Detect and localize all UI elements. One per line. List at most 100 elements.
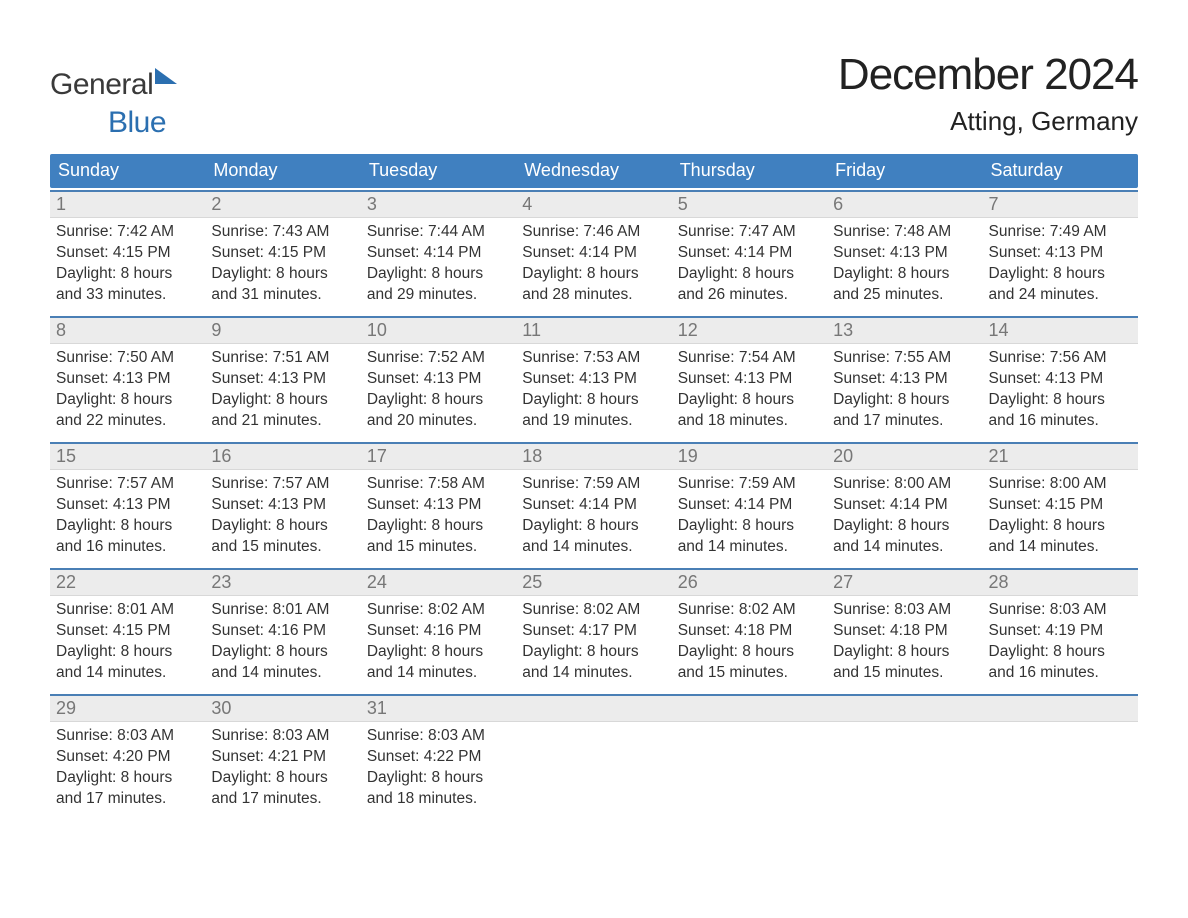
- day-details: Sunrise: 8:03 AMSunset: 4:22 PMDaylight:…: [361, 722, 516, 814]
- day-sunset: Sunset: 4:13 PM: [56, 369, 199, 390]
- day-number: 7: [983, 192, 1138, 218]
- day-number: 27: [827, 570, 982, 596]
- day-details: Sunrise: 7:52 AMSunset: 4:13 PMDaylight:…: [361, 344, 516, 436]
- day-sunrise: Sunrise: 7:53 AM: [522, 348, 665, 369]
- day-sunrise: Sunrise: 8:02 AM: [678, 600, 821, 621]
- day-d1: Daylight: 8 hours: [56, 642, 199, 663]
- day-sunrise: Sunrise: 8:00 AM: [833, 474, 976, 495]
- day-details: Sunrise: 8:00 AMSunset: 4:15 PMDaylight:…: [983, 470, 1138, 562]
- day-sunrise: Sunrise: 8:02 AM: [367, 600, 510, 621]
- day-d1: Daylight: 8 hours: [56, 516, 199, 537]
- day-cell: 31Sunrise: 8:03 AMSunset: 4:22 PMDayligh…: [361, 696, 516, 814]
- day-sunset: Sunset: 4:14 PM: [522, 495, 665, 516]
- day-d1: Daylight: 8 hours: [367, 516, 510, 537]
- day-details: Sunrise: 7:43 AMSunset: 4:15 PMDaylight:…: [205, 218, 360, 310]
- day-number: 22: [50, 570, 205, 596]
- day-d2: and 29 minutes.: [367, 285, 510, 306]
- day-details: Sunrise: 8:03 AMSunset: 4:21 PMDaylight:…: [205, 722, 360, 814]
- day-number: 30: [205, 696, 360, 722]
- flag-icon: [155, 68, 177, 84]
- day-cell: 28Sunrise: 8:03 AMSunset: 4:19 PMDayligh…: [983, 570, 1138, 688]
- day-number: 18: [516, 444, 671, 470]
- day-cell: 24Sunrise: 8:02 AMSunset: 4:16 PMDayligh…: [361, 570, 516, 688]
- day-sunrise: Sunrise: 7:51 AM: [211, 348, 354, 369]
- day-d1: Daylight: 8 hours: [211, 264, 354, 285]
- day-sunrise: Sunrise: 7:52 AM: [367, 348, 510, 369]
- day-number: 2: [205, 192, 360, 218]
- weekday-header: Friday: [827, 154, 982, 188]
- day-cell: .: [827, 696, 982, 814]
- day-number: 4: [516, 192, 671, 218]
- day-cell: 3Sunrise: 7:44 AMSunset: 4:14 PMDaylight…: [361, 192, 516, 310]
- day-d1: Daylight: 8 hours: [833, 264, 976, 285]
- day-sunset: Sunset: 4:14 PM: [367, 243, 510, 264]
- brand-text: General Blue: [50, 68, 177, 140]
- day-sunrise: Sunrise: 8:03 AM: [989, 600, 1132, 621]
- day-d2: and 28 minutes.: [522, 285, 665, 306]
- day-d2: and 33 minutes.: [56, 285, 199, 306]
- day-sunrise: Sunrise: 7:57 AM: [211, 474, 354, 495]
- day-d2: and 14 minutes.: [989, 537, 1132, 558]
- day-sunrise: Sunrise: 7:42 AM: [56, 222, 199, 243]
- day-d2: and 16 minutes.: [989, 411, 1132, 432]
- day-cell: 23Sunrise: 8:01 AMSunset: 4:16 PMDayligh…: [205, 570, 360, 688]
- day-sunset: Sunset: 4:13 PM: [989, 369, 1132, 390]
- day-cell: 7Sunrise: 7:49 AMSunset: 4:13 PMDaylight…: [983, 192, 1138, 310]
- day-d1: Daylight: 8 hours: [56, 264, 199, 285]
- day-sunrise: Sunrise: 7:59 AM: [678, 474, 821, 495]
- weekday-header: Thursday: [672, 154, 827, 188]
- day-d1: Daylight: 8 hours: [833, 642, 976, 663]
- day-d2: and 15 minutes.: [678, 663, 821, 684]
- day-details: Sunrise: 7:56 AMSunset: 4:13 PMDaylight:…: [983, 344, 1138, 436]
- day-d2: and 14 minutes.: [522, 537, 665, 558]
- day-sunrise: Sunrise: 7:58 AM: [367, 474, 510, 495]
- weekday-header: Tuesday: [361, 154, 516, 188]
- day-d2: and 15 minutes.: [211, 537, 354, 558]
- day-d2: and 18 minutes.: [367, 789, 510, 810]
- day-d2: and 15 minutes.: [833, 663, 976, 684]
- day-number: .: [672, 696, 827, 722]
- day-cell: 9Sunrise: 7:51 AMSunset: 4:13 PMDaylight…: [205, 318, 360, 436]
- day-sunrise: Sunrise: 8:01 AM: [211, 600, 354, 621]
- day-sunrise: Sunrise: 7:43 AM: [211, 222, 354, 243]
- day-number: 10: [361, 318, 516, 344]
- weekday-header: Wednesday: [516, 154, 671, 188]
- day-cell: .: [516, 696, 671, 814]
- day-details: Sunrise: 8:00 AMSunset: 4:14 PMDaylight:…: [827, 470, 982, 562]
- brand-word2: Blue: [50, 106, 166, 139]
- day-d1: Daylight: 8 hours: [211, 768, 354, 789]
- day-details: Sunrise: 7:49 AMSunset: 4:13 PMDaylight:…: [983, 218, 1138, 310]
- day-details: Sunrise: 7:58 AMSunset: 4:13 PMDaylight:…: [361, 470, 516, 562]
- page-header: General Blue December 2024 Atting, Germa…: [50, 50, 1138, 140]
- day-sunset: Sunset: 4:21 PM: [211, 747, 354, 768]
- week-row: 15Sunrise: 7:57 AMSunset: 4:13 PMDayligh…: [50, 442, 1138, 562]
- day-d1: Daylight: 8 hours: [211, 516, 354, 537]
- day-d2: and 14 minutes.: [211, 663, 354, 684]
- day-number: 19: [672, 444, 827, 470]
- day-sunset: Sunset: 4:14 PM: [678, 243, 821, 264]
- day-sunset: Sunset: 4:13 PM: [989, 243, 1132, 264]
- day-sunset: Sunset: 4:18 PM: [678, 621, 821, 642]
- day-d1: Daylight: 8 hours: [522, 516, 665, 537]
- day-cell: 20Sunrise: 8:00 AMSunset: 4:14 PMDayligh…: [827, 444, 982, 562]
- day-sunset: Sunset: 4:17 PM: [522, 621, 665, 642]
- day-number: 24: [361, 570, 516, 596]
- day-number: 3: [361, 192, 516, 218]
- day-cell: 25Sunrise: 8:02 AMSunset: 4:17 PMDayligh…: [516, 570, 671, 688]
- day-number: 14: [983, 318, 1138, 344]
- brand-logo: General Blue: [50, 50, 177, 140]
- day-number: 5: [672, 192, 827, 218]
- day-sunrise: Sunrise: 8:03 AM: [367, 726, 510, 747]
- day-d2: and 14 minutes.: [56, 663, 199, 684]
- day-d1: Daylight: 8 hours: [367, 390, 510, 411]
- day-cell: 4Sunrise: 7:46 AMSunset: 4:14 PMDaylight…: [516, 192, 671, 310]
- day-d1: Daylight: 8 hours: [56, 390, 199, 411]
- day-d1: Daylight: 8 hours: [211, 390, 354, 411]
- day-number: 1: [50, 192, 205, 218]
- day-d2: and 17 minutes.: [56, 789, 199, 810]
- day-d1: Daylight: 8 hours: [367, 642, 510, 663]
- day-d2: and 18 minutes.: [678, 411, 821, 432]
- day-number: 23: [205, 570, 360, 596]
- day-d2: and 14 minutes.: [833, 537, 976, 558]
- day-sunrise: Sunrise: 7:47 AM: [678, 222, 821, 243]
